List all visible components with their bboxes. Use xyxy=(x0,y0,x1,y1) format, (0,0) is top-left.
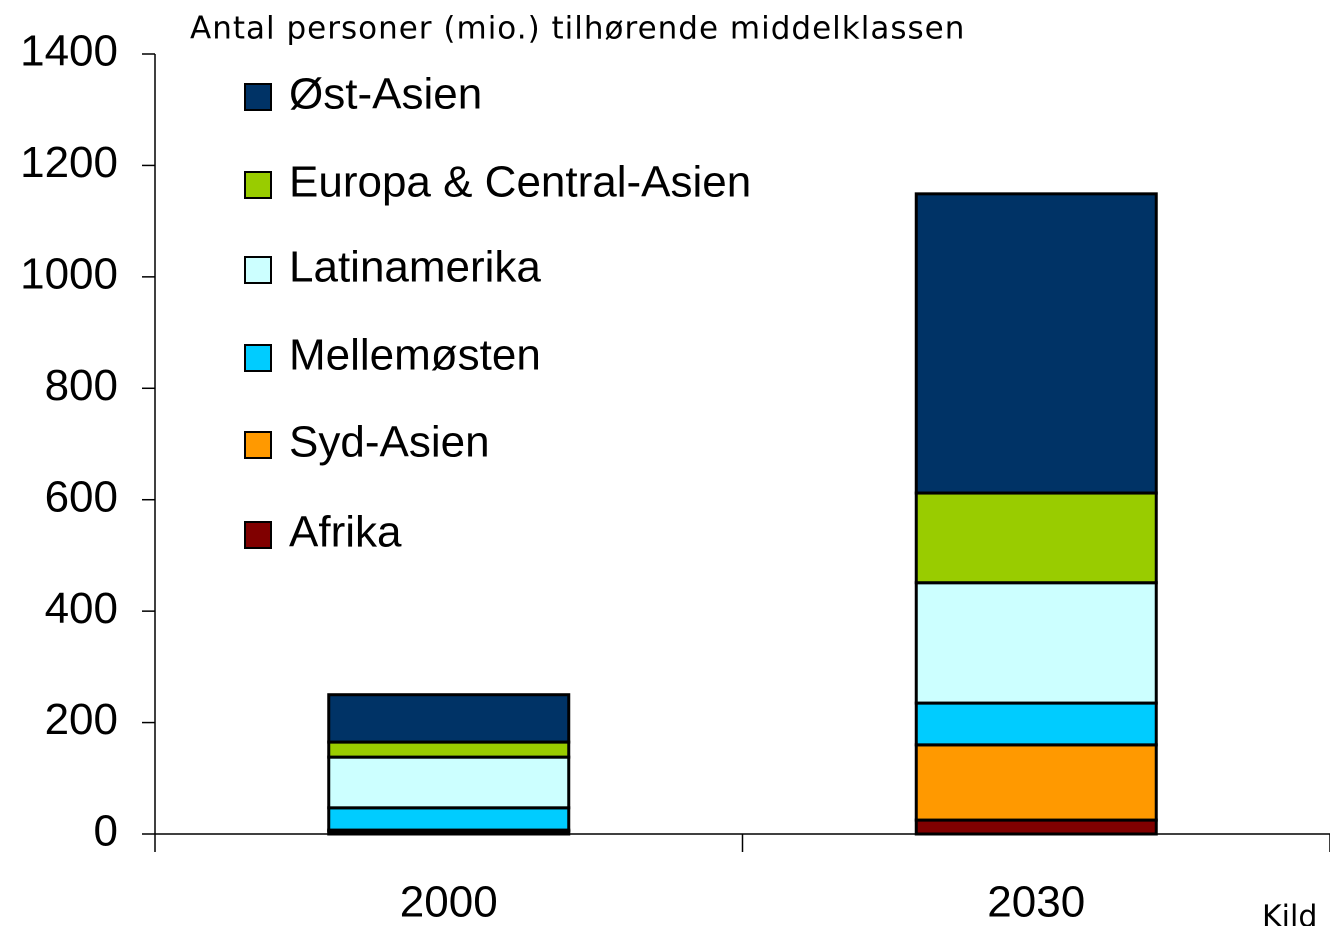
bar-segment xyxy=(914,192,1158,495)
y-tick-label: 400 xyxy=(45,584,118,633)
legend-swatch xyxy=(244,83,272,111)
legend-swatch xyxy=(244,521,272,549)
y-tick-label: 1400 xyxy=(20,27,118,76)
legend-swatch xyxy=(244,431,272,459)
legend-label: Latinamerika xyxy=(289,243,541,292)
legend-label: Øst-Asien xyxy=(289,70,482,119)
y-tick-label: 1200 xyxy=(20,138,118,187)
bar-segment xyxy=(327,755,571,810)
y-tick-label: 800 xyxy=(45,361,118,410)
chart-title: Antal personer (mio.) tilhørende middelk… xyxy=(190,11,965,47)
legend-label: Syd-Asien xyxy=(289,418,490,467)
bar-segment xyxy=(327,740,571,759)
legend-label: Afrika xyxy=(289,508,402,557)
y-tick-label: 200 xyxy=(45,695,118,744)
y-tick-label: 1000 xyxy=(20,249,118,298)
bar-segment xyxy=(914,491,1158,585)
legend-label: Mellemøsten xyxy=(289,331,541,380)
legend-swatch xyxy=(244,171,272,199)
y-tick-label: 0 xyxy=(94,807,118,856)
bar-segment xyxy=(914,581,1158,705)
x-tick-label: 2000 xyxy=(400,878,498,926)
legend-swatch xyxy=(244,256,272,284)
bar-segment xyxy=(327,806,571,832)
annotation: Kild xyxy=(1262,900,1317,926)
bar-segment xyxy=(914,818,1158,836)
legend-swatch xyxy=(244,344,272,372)
bar-segment xyxy=(914,701,1158,747)
y-tick-label: 600 xyxy=(45,472,118,521)
legend-label: Europa & Central-Asien xyxy=(289,158,751,207)
bar-segment xyxy=(914,743,1158,822)
bar-segment xyxy=(327,693,571,744)
x-tick-label: 2030 xyxy=(987,878,1085,926)
